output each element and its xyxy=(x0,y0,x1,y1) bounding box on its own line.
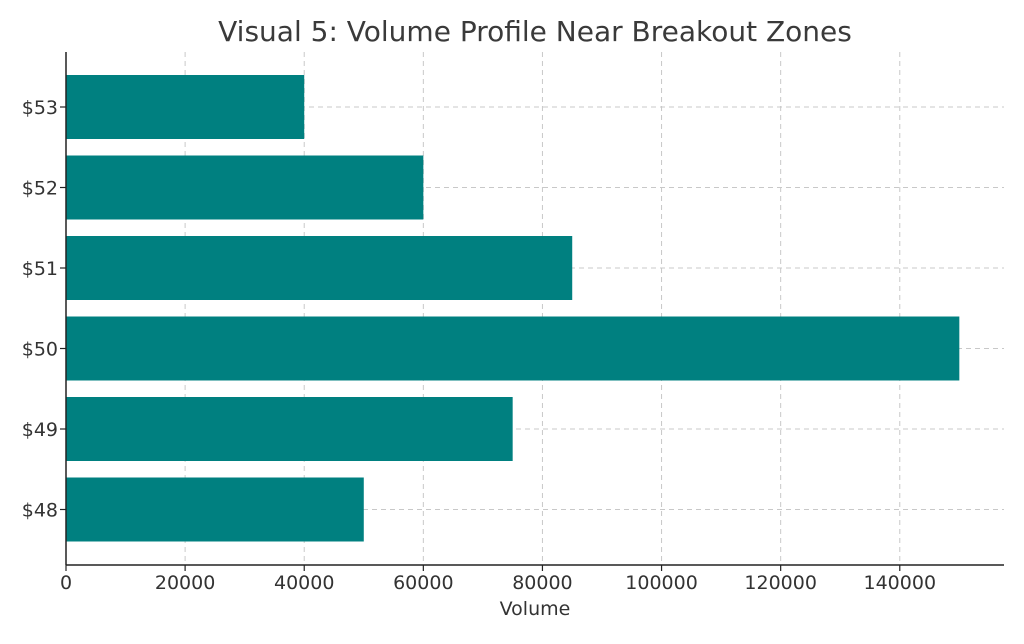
axis-layer xyxy=(65,52,1004,566)
y-tick-label: $50 xyxy=(22,339,58,361)
bar-usd-48 xyxy=(66,477,364,542)
x-axis-title: Volume xyxy=(500,598,571,620)
bar-usd-50 xyxy=(66,316,960,381)
y-tick-layer: $48 $49 $50 $51 $52 $53 xyxy=(22,97,66,522)
bar-usd-52 xyxy=(66,155,424,220)
y-tick-label: $52 xyxy=(22,178,58,200)
x-tick-label: 120000 xyxy=(744,572,817,594)
y-tick-label: $51 xyxy=(22,258,58,280)
y-tick-label: $49 xyxy=(22,419,58,441)
x-tick-label: 60000 xyxy=(393,572,453,594)
bar-layer xyxy=(66,75,960,542)
x-tick-label: 80000 xyxy=(512,572,572,594)
x-tick-label: 140000 xyxy=(864,572,937,594)
x-tick-label: 40000 xyxy=(274,572,334,594)
y-tick-label: $48 xyxy=(22,500,58,522)
bar-usd-49 xyxy=(66,397,513,461)
chart-title: Visual 5: Volume Profile Near Breakout Z… xyxy=(218,15,852,48)
x-tick-label: 20000 xyxy=(155,572,215,594)
y-tick-label: $53 xyxy=(22,97,58,119)
bar-usd-51 xyxy=(66,236,573,300)
x-tick-label: 100000 xyxy=(625,572,698,594)
bar-usd-53 xyxy=(66,75,305,139)
x-tick-label: 0 xyxy=(60,572,72,594)
x-tick-layer: 0 20000 40000 60000 80000 100000 120000 140000 xyxy=(60,565,936,594)
